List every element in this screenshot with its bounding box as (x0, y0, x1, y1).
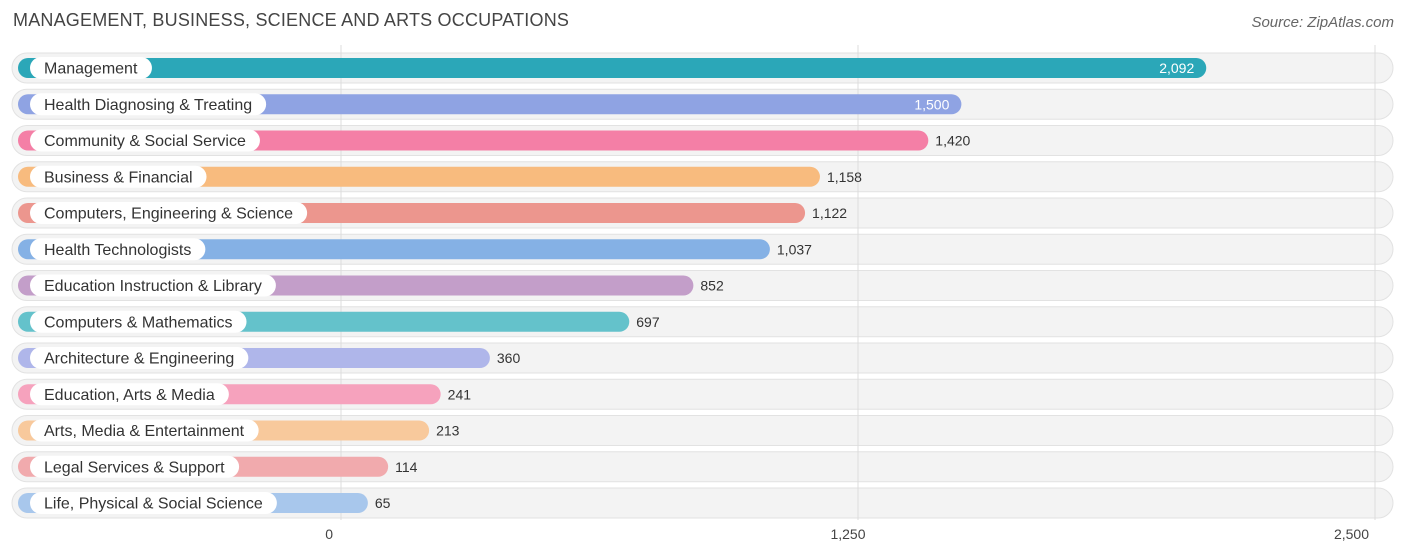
category-label: Life, Physical & Social Science (44, 496, 263, 513)
source-credit: Source: ZipAtlas.com (1251, 14, 1394, 31)
category-label-pill (30, 419, 259, 442)
category-label-pill (30, 455, 240, 478)
value-label: 852 (700, 278, 724, 294)
value-label: 65 (375, 495, 391, 511)
value-label: 1,037 (777, 241, 812, 257)
bar-group: Life, Physical & Social Science 65 (18, 492, 391, 514)
category-label: Architecture & Engineering (44, 351, 234, 368)
bar (18, 166, 820, 187)
bar-group: Computers & Mathematics 697 (18, 310, 660, 333)
category-label: Health Technologists (44, 242, 191, 259)
bar-group: Management 2,092 (18, 57, 1207, 79)
category-label: Community & Social Service (44, 133, 246, 150)
bar-group: Health Diagnosing & Treating 1,500 (18, 93, 962, 116)
value-label: 1,500 (914, 96, 949, 112)
category-label: Health Diagnosing & Treating (44, 97, 252, 114)
category-label-pill (30, 202, 308, 224)
bar-group: Education Instruction & Library 852 (18, 274, 724, 297)
category-label-pill (30, 238, 206, 261)
value-label: 241 (448, 386, 472, 402)
value-label: 697 (636, 314, 660, 330)
category-label-pill (30, 93, 267, 116)
bar-group: Community & Social Service 1,420 (18, 129, 971, 152)
tick-label: 1,250 (830, 526, 865, 542)
bar-group: Arts, Media & Entertainment 213 (18, 419, 460, 442)
bar-group: Architecture & Engineering 360 (18, 347, 520, 369)
value-label: 114 (395, 459, 418, 475)
bar-group: Computers, Engineering & Science 1,122 (18, 202, 847, 224)
category-label-pill (30, 274, 276, 297)
value-label: 1,420 (935, 133, 970, 149)
bar-group: Legal Services & Support 114 (18, 455, 418, 478)
category-label-pill (30, 383, 229, 406)
x-axis-ticks: 0 1,250 2,500 (325, 526, 1369, 542)
category-label: Arts, Media & Entertainment (44, 423, 245, 440)
bar (18, 239, 770, 260)
value-label: 1,158 (827, 169, 862, 185)
category-label: Business & Financial (44, 169, 193, 186)
category-label: Computers & Mathematics (44, 314, 233, 331)
value-label: 2,092 (1159, 60, 1194, 76)
category-label: Legal Services & Support (44, 459, 225, 476)
category-label-pill (30, 492, 277, 514)
tick-label: 0 (325, 526, 333, 542)
category-label: Education, Arts & Media (44, 387, 215, 404)
value-label: 213 (436, 423, 460, 439)
category-label-pill (30, 57, 152, 79)
category-label: Education Instruction & Library (44, 278, 262, 295)
category-label: Management (44, 61, 138, 78)
category-label-pill (30, 165, 207, 188)
bar-group: Health Technologists 1,037 (18, 238, 812, 261)
tick-label: 2,500 (1334, 526, 1369, 542)
category-label-pill (30, 310, 247, 333)
bar (18, 58, 1207, 78)
category-label: Computers, Engineering & Science (44, 206, 293, 223)
value-label: 1,122 (812, 205, 847, 221)
value-label: 360 (497, 350, 521, 366)
category-label-pill (30, 347, 249, 369)
bar-group: Education, Arts & Media 241 (18, 383, 472, 406)
category-label-pill (30, 129, 260, 152)
chart-title: MANAGEMENT, BUSINESS, SCIENCE AND ARTS O… (13, 10, 570, 30)
bar-group: Business & Financial 1,158 (18, 165, 862, 188)
